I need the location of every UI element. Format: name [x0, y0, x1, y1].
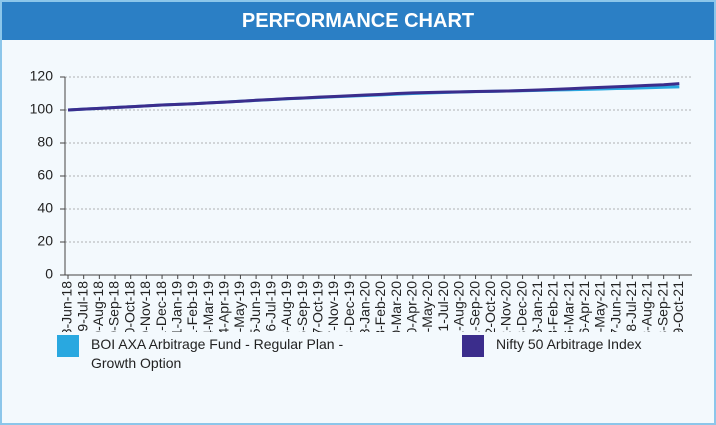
x-tick-label: 18-Jun-18	[59, 281, 75, 332]
x-tick-label: 03-Dec-20	[513, 281, 529, 332]
x-tick-label: 07-May-21	[592, 281, 608, 332]
y-tick-label: 0	[45, 266, 53, 282]
x-tick-label: 25-May-19	[231, 281, 247, 332]
y-tick-label: 40	[37, 200, 53, 216]
y-tick-label: 120	[30, 68, 54, 84]
x-tick-label: 21-Dec-18	[153, 281, 169, 332]
x-tick-label: 26-Sep-19	[294, 281, 310, 332]
y-tick-label: 100	[30, 101, 54, 117]
x-tick-label: 27-Nov-19	[325, 281, 341, 332]
legend-label: Nifty 50 Arbitrage Index	[496, 336, 642, 352]
x-tick-label: 27-Oct-19	[310, 281, 326, 332]
series-line	[67, 82, 680, 112]
x-tick-label: 21-Jan-19	[168, 281, 184, 332]
x-tick-label: 03-Jan-21	[529, 281, 545, 332]
x-tick-label: 03-Feb-21	[545, 281, 561, 332]
x-tick-label: 01-Aug-20	[451, 281, 467, 332]
x-tick-label: 20-Oct-18	[121, 281, 137, 332]
x-tick-label: 02-Nov-20	[498, 281, 514, 332]
x-tick-label: 25-Jun-19	[247, 281, 263, 332]
legend-swatch	[57, 335, 79, 357]
x-tick-label: 20-Nov-18	[137, 281, 153, 332]
x-tick-label: 30-Mar-20	[388, 281, 404, 332]
x-tick-label: 21-Feb-19	[184, 281, 200, 332]
legend-item: BOI AXA Arbitrage Fund - Regular Plan - …	[57, 335, 357, 373]
legend-swatch	[462, 335, 484, 357]
x-tick-label: 19-Aug-18	[90, 281, 106, 332]
x-tick-label: 26-Jul-19	[262, 281, 278, 332]
x-tick-label: 02-Oct-20	[482, 281, 498, 332]
x-tick-label: 09-Oct-21	[670, 281, 686, 332]
y-tick-label: 60	[37, 167, 53, 183]
x-tick-label: 06-Apr-21	[576, 281, 592, 332]
x-tick-label: 07-Jun-21	[607, 281, 623, 332]
y-tick-label: 20	[37, 233, 53, 249]
x-tick-label: 28-Jan-20	[357, 281, 373, 332]
x-tick-label: 06-Mar-21	[560, 281, 576, 332]
x-tick-label: 24-Mar-19	[200, 281, 216, 332]
x-tick-label: 08-Aug-21	[639, 281, 655, 332]
x-tick-label: 08-Sep-21	[654, 281, 670, 332]
x-tick-label: 01-Jul-20	[435, 281, 451, 332]
chart: 0 20 40 60 80 100 120 18-Jun-18 19-Jul-18 19-Aug-…	[30, 68, 692, 332]
x-tick-label: 30-Apr-20	[404, 281, 420, 332]
x-tick-label: 19-Sep-18	[106, 281, 122, 332]
x-tick-label: 28-Feb-20	[372, 281, 388, 332]
x-tick-label: 28-Dec-19	[341, 281, 357, 332]
x-tick-label: 31-May-20	[419, 281, 435, 332]
x-tick-label: 24-Apr-19	[215, 281, 231, 332]
x-tick-label: 19-Jul-18	[74, 281, 90, 332]
x-tick-label: 08-Jul-21	[623, 281, 639, 332]
legend-item: Nifty 50 Arbitrage Index	[462, 335, 702, 357]
x-tick-label: 01-Sep-20	[466, 281, 482, 332]
y-tick-label: 80	[37, 134, 53, 150]
x-tick-label: 26-Aug-19	[278, 281, 294, 332]
legend-label: BOI AXA Arbitrage Fund - Regular Plan - …	[91, 336, 344, 371]
chart-title: PERFORMANCE CHART	[2, 2, 714, 40]
